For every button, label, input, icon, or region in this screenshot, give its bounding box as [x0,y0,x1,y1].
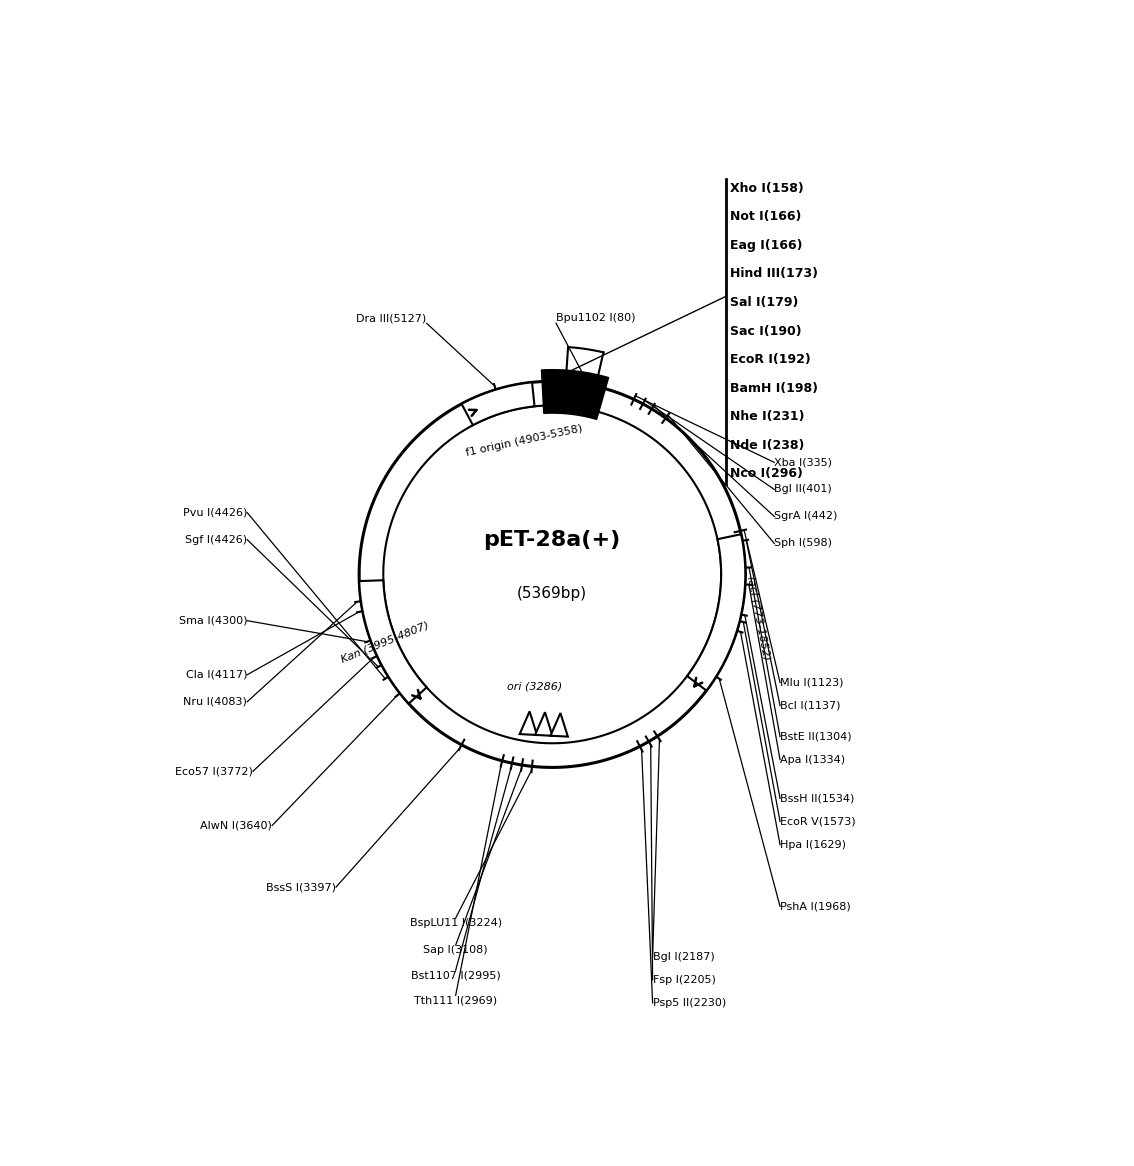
Polygon shape [542,370,609,420]
Polygon shape [462,382,534,426]
Text: Hpa I(1629): Hpa I(1629) [780,840,846,850]
Polygon shape [519,711,538,735]
Text: Dra III(5127): Dra III(5127) [356,314,426,323]
Text: Xho I(158): Xho I(158) [730,182,804,195]
Text: Apa I(1334): Apa I(1334) [780,754,845,765]
Text: Not I(166): Not I(166) [730,210,802,223]
Text: (5369bp): (5369bp) [517,586,587,602]
Text: Bst1107 I(2995): Bst1107 I(2995) [411,970,500,981]
Text: EcoR V(1573): EcoR V(1573) [780,816,856,827]
Text: Sph I(598): Sph I(598) [775,539,832,548]
Polygon shape [535,712,552,736]
Text: pET-28a(+): pET-28a(+) [483,529,620,549]
Text: Sac I(190): Sac I(190) [730,324,802,338]
Text: f1 origin (4903-5358): f1 origin (4903-5358) [465,423,583,457]
Text: Bcl I(1137): Bcl I(1137) [780,701,840,710]
Text: Fsp I(2205): Fsp I(2205) [652,975,716,985]
Text: ori (3286): ori (3286) [507,682,562,691]
Text: Nhe I(231): Nhe I(231) [730,410,804,423]
Text: Nco I(296): Nco I(296) [730,468,803,480]
Text: Tth111 I(2969): Tth111 I(2969) [414,996,497,1005]
Text: Pvu I(4426): Pvu I(4426) [183,507,247,518]
Text: Sap I(3108): Sap I(3108) [423,946,488,955]
Text: PshA I(1968): PshA I(1968) [780,901,850,912]
Text: Nru I(4083): Nru I(4083) [184,697,247,707]
Text: Bpu1102 I(80): Bpu1102 I(80) [556,314,635,323]
Text: Bgl II(401): Bgl II(401) [775,484,832,494]
Text: EcoR I(192): EcoR I(192) [730,353,811,366]
Text: Cla I(4117): Cla I(4117) [186,669,247,680]
Text: Sma I(4300): Sma I(4300) [179,616,247,626]
Text: Eco57 I(3772): Eco57 I(3772) [175,766,253,777]
Text: Nde I(238): Nde I(238) [730,438,804,452]
Text: Kan (3995-4807): Kan (3995-4807) [339,620,430,665]
Text: BssH II(1534): BssH II(1534) [780,793,854,803]
Text: Mlu I(1123): Mlu I(1123) [780,677,844,688]
Text: Eag I(166): Eag I(166) [730,239,803,252]
Text: BspLU11 I(3224): BspLU11 I(3224) [409,918,501,928]
Text: Psp5 II(2230): Psp5 II(2230) [652,998,726,1007]
Text: BamH I(198): BamH I(198) [730,381,818,395]
Text: BstE II(1304): BstE II(1304) [780,731,852,742]
Text: BssS I(3397): BssS I(3397) [266,883,336,892]
Text: Sal I(179): Sal I(179) [730,296,798,309]
Text: Xba I(335): Xba I(335) [775,457,832,468]
Text: Sgf I(4426): Sgf I(4426) [185,534,247,545]
Text: SgrA I(442): SgrA I(442) [775,512,838,521]
Polygon shape [359,581,426,703]
Polygon shape [550,714,568,737]
Text: AlwN I(3640): AlwN I(3640) [201,821,272,830]
Text: Hind III(173): Hind III(173) [730,267,818,280]
Polygon shape [687,534,745,690]
Text: Bgl I(2187): Bgl I(2187) [652,951,714,962]
Text: lacI (773-1852): lacI (773-1852) [746,575,772,661]
